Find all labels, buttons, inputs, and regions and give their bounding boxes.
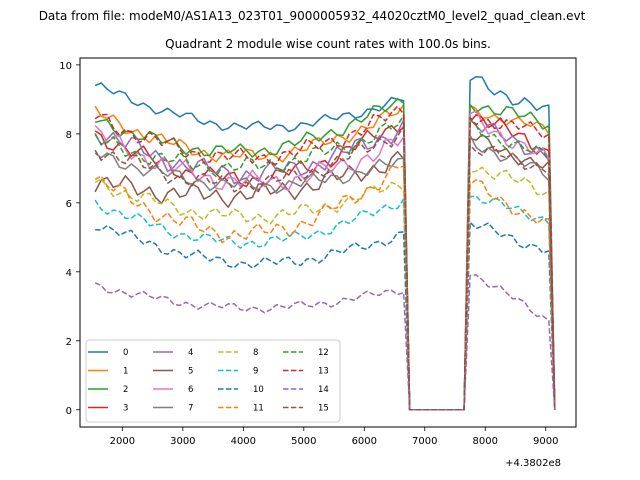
y-tick-label: 2 <box>66 337 72 348</box>
legend-label: 1 <box>123 367 128 377</box>
legend-label: 6 <box>188 385 193 395</box>
series-line-12 <box>94 114 556 411</box>
legend-label: 0 <box>123 348 128 358</box>
series-line-8 <box>94 166 556 411</box>
y-tick-label: 10 <box>59 61 72 72</box>
legend-label: 10 <box>253 385 264 395</box>
x-tick-label: 3000 <box>170 436 195 447</box>
legend-label: 4 <box>188 348 193 358</box>
series-line-9 <box>94 195 556 411</box>
x-offset-label: +4.3802e8 <box>505 458 561 469</box>
legend-label: 7 <box>188 404 193 414</box>
series-lines <box>94 75 556 411</box>
legend-frame <box>85 339 341 423</box>
legend-label: 3 <box>123 404 128 414</box>
axes-title: Quadrant 2 module wise count rates with … <box>165 37 491 51</box>
plot-frame <box>79 57 577 428</box>
series-line-10 <box>95 221 556 411</box>
legend-label: 12 <box>318 348 329 358</box>
x-tick-label: 8000 <box>473 436 498 447</box>
legend-label: 2 <box>123 385 128 395</box>
legend-label: 8 <box>253 348 258 358</box>
series-line-14 <box>94 274 556 411</box>
series-line-1 <box>94 104 556 411</box>
series-line-0 <box>94 75 556 411</box>
x-tick-label: 2000 <box>110 436 135 447</box>
y-tick-label: 8 <box>66 130 72 141</box>
y-axis-ticks: 0 2 4 6 8 10 <box>59 61 80 417</box>
series-line-6 <box>94 110 556 411</box>
series-line-15 <box>94 125 556 411</box>
y-tick-label: 4 <box>66 268 72 279</box>
x-tick-label: 7000 <box>412 436 437 447</box>
plot-axes: 2000 3000 4000 5000 6000 7000 8000 9000 0246810… <box>59 57 577 469</box>
series-line-7 <box>94 134 556 411</box>
x-axis-ticks: 2000 3000 4000 5000 6000 7000 8000 9000 <box>110 427 558 447</box>
x-tick-label: 5000 <box>291 436 316 447</box>
legend-label: 5 <box>188 367 193 377</box>
legend-label: 15 <box>318 404 329 414</box>
legend-label: 13 <box>318 367 329 377</box>
legend-label: 9 <box>253 367 258 377</box>
x-tick-label: 9000 <box>533 436 558 447</box>
figure-suptitle: Data from file: modeM0/AS1A13_023T01_900… <box>39 9 586 23</box>
y-tick-label: 6 <box>66 199 72 210</box>
x-tick-label: 6000 <box>352 436 377 447</box>
y-tick-label: 0 <box>66 406 72 417</box>
series-line-5 <box>94 133 556 411</box>
legend-label: 14 <box>318 385 329 395</box>
x-tick-label: 4000 <box>231 436 256 447</box>
series-line-13 <box>94 105 556 411</box>
legend-label: 11 <box>253 404 264 414</box>
